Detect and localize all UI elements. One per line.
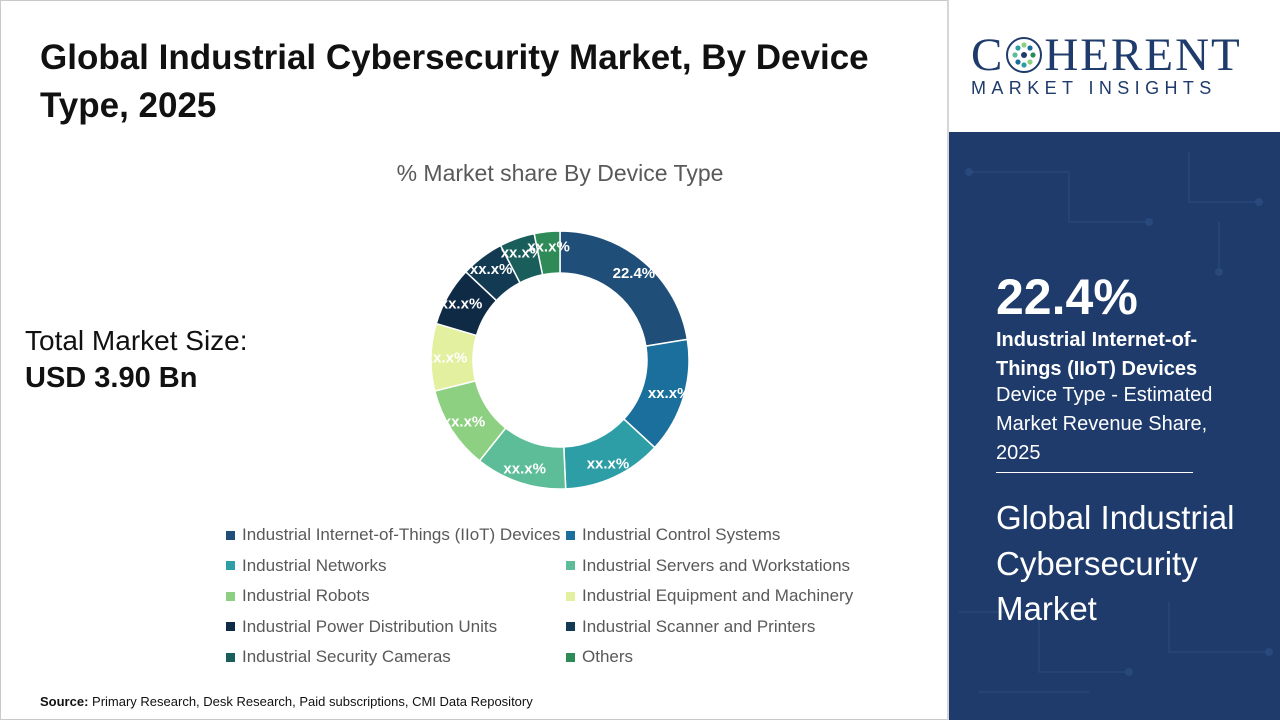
donut-segment — [533, 230, 561, 276]
legend-label: Industrial Security Cameras — [242, 647, 451, 666]
legend-swatch — [566, 591, 575, 601]
legend-label: Industrial Scanner and Printers — [582, 616, 816, 636]
legend-swatch — [226, 530, 235, 540]
legend-label: Industrial Equipment and Machinery — [582, 586, 854, 605]
source-note: Source: Primary Research, Desk Research,… — [40, 694, 533, 709]
legend-item: Industrial Power Distribution Units — [226, 617, 497, 637]
logo-wordmark: C HERENT — [971, 28, 1242, 82]
logo-wordmark-prefix: C — [971, 29, 1005, 81]
legend-swatch — [226, 561, 235, 570]
logo-wordmark-suffix: HERENT — [1044, 29, 1242, 81]
legend-item: Industrial Internet-of-Things (IIoT) Dev… — [226, 525, 560, 545]
legend-item: Industrial Control Systems — [566, 525, 780, 545]
donut-data-label: xx.x% — [587, 455, 630, 472]
logo: C HERENT MARKET INSIGHTS — [949, 0, 1280, 132]
legend-swatch — [566, 652, 575, 662]
panel-divider — [947, 0, 949, 720]
legend-swatch — [226, 652, 235, 662]
legend-swatch — [226, 591, 235, 601]
legend-label: Others — [582, 647, 634, 666]
legend-item: Industrial Servers and Workstations — [566, 556, 850, 576]
highlight-segment: Industrial Internet-of-Things (IIoT) Dev… — [996, 329, 1198, 380]
donut-data-label: xx.x% — [501, 245, 544, 262]
legend-swatch — [566, 530, 575, 540]
highlight-percent: 22.4% — [996, 269, 1138, 325]
donut-chart: 22.4%xx.x%xx.x%xx.x%xx.x%xx.x%xx.x%xx.x%… — [425, 230, 691, 490]
logo-globe-icon — [1006, 37, 1043, 73]
legend-item: Industrial Robots — [226, 586, 370, 606]
donut-data-label: xx.x% — [443, 413, 486, 430]
highlight-panel: 22.4% Industrial Internet-of-Things (IIo… — [949, 132, 1280, 720]
legend-label: Industrial Power Distribution Units — [242, 616, 498, 636]
donut-data-label: xx.x% — [648, 385, 691, 402]
legend-item: Industrial Scanner and Printers — [566, 617, 815, 637]
legend-swatch — [566, 622, 575, 631]
logo-tagline: MARKET INSIGHTS — [971, 78, 1217, 98]
legend-item: Industrial Equipment and Machinery — [566, 586, 853, 606]
donut-segment — [559, 230, 689, 347]
donut-data-label: xx.x% — [527, 239, 570, 256]
total-market-label: Total Market Size: — [25, 325, 248, 356]
chart-title: % Market share By Device Type — [396, 160, 724, 186]
donut-data-label: xx.x% — [503, 460, 546, 477]
legend-item: Industrial Networks — [226, 556, 387, 576]
circuit-pattern — [959, 152, 1273, 693]
legend-label: Industrial Internet-of-Things (IIoT) Dev… — [242, 525, 561, 544]
market-name: Global Industrial Cybersecurity Market — [996, 499, 1235, 627]
legend-label: Industrial Networks — [242, 555, 387, 575]
donut-data-label: xx.x% — [470, 261, 513, 278]
donut-data-label: xx.x% — [440, 295, 483, 312]
highlight-description: Device Type - Estimated Market Revenue S… — [996, 384, 1213, 464]
legend-item: Others — [566, 647, 633, 667]
legend-swatch — [226, 622, 235, 631]
page-title: Global Industrial Cybersecurity Market, … — [40, 38, 869, 125]
legend-label: Industrial Robots — [242, 586, 370, 605]
source-label: Source: — [40, 694, 89, 709]
legend-item: Industrial Security Cameras — [226, 647, 451, 667]
total-market-value: USD 3.90 Bn — [25, 362, 198, 394]
legend-swatch — [566, 561, 575, 570]
legend-label: Industrial Servers and Workstations — [582, 555, 851, 575]
highlight-divider — [996, 472, 1193, 473]
donut-data-label: 22.4% — [613, 265, 656, 282]
source-text: Primary Research, Desk Research, Paid su… — [92, 694, 533, 709]
donut-data-label: xx.x% — [425, 349, 468, 366]
legend-label: Industrial Control Systems — [582, 525, 781, 544]
